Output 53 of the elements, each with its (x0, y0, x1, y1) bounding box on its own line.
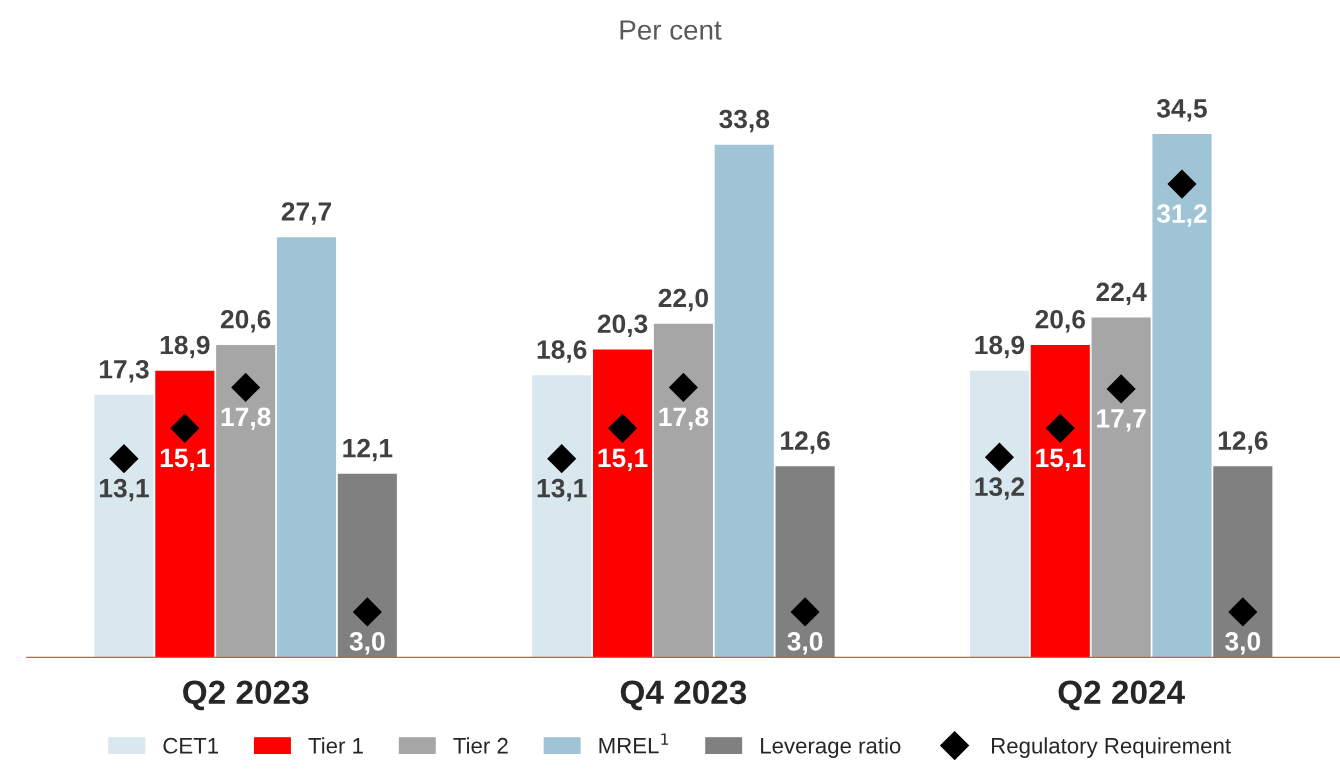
bar (532, 375, 592, 658)
data-label: 34,5 (1156, 99, 1207, 122)
data-label: 13,2 (975, 477, 1025, 500)
data-label: 12,6 (781, 431, 830, 454)
legend-label: Regulatory Requirement (992, 737, 1231, 758)
data-label: 15,1 (598, 448, 648, 471)
data-label: 18,9 (975, 335, 1025, 359)
bar (155, 370, 215, 658)
x-tick-label: Q4 2023 (620, 680, 747, 711)
data-label: 13,1 (537, 478, 587, 502)
bar (653, 323, 713, 658)
data-label: 18,6 (537, 340, 587, 363)
bar (94, 394, 154, 658)
data-label: 33,8 (719, 109, 770, 133)
legend-label: Tier 1 (308, 737, 363, 754)
data-label: 15,1 (160, 448, 210, 471)
legend-label: MREL$^{1}$ (599, 733, 669, 754)
bar (1152, 134, 1212, 658)
data-label: 12,6 (1218, 431, 1268, 454)
data-label: 20,3 (597, 314, 648, 337)
data-label: 17,8 (221, 407, 271, 431)
bar (969, 370, 1029, 658)
data-label: 15,1 (1036, 448, 1086, 471)
bar (593, 349, 653, 658)
x-tick-label: Q2 2024 (1058, 680, 1185, 711)
bar (276, 237, 337, 658)
data-label: 22,0 (658, 288, 708, 312)
data-label: 22,4 (1096, 282, 1147, 306)
data-label: 17,8 (659, 407, 709, 431)
data-label: 31,2 (1156, 204, 1207, 227)
data-label: 20,6 (1035, 309, 1086, 333)
data-label: 13,1 (99, 478, 149, 502)
bar (337, 473, 397, 658)
data-label: 17,7 (1097, 409, 1146, 432)
chart-subtitle: Per cent (620, 20, 722, 40)
data-label: 27,7 (281, 202, 332, 225)
bar (216, 344, 276, 658)
bar (1213, 466, 1273, 658)
legend-label: Leverage ratio (761, 737, 901, 758)
data-label: 17,3 (99, 359, 149, 383)
data-label: 18,9 (160, 335, 210, 359)
bar (775, 466, 835, 658)
data-label: 3,0 (349, 632, 385, 655)
data-label: 20,6 (220, 309, 271, 333)
data-label: 3,0 (1225, 632, 1261, 655)
bar (1091, 317, 1151, 658)
data-label: 3,0 (787, 632, 823, 655)
bar (714, 144, 774, 658)
data-label: 12,1 (343, 438, 393, 462)
bar (1030, 344, 1090, 658)
legend-label: CET1 (163, 737, 219, 754)
legend-label: Tier 2 (453, 737, 508, 754)
x-tick-label: Q2 2023 (183, 680, 309, 711)
